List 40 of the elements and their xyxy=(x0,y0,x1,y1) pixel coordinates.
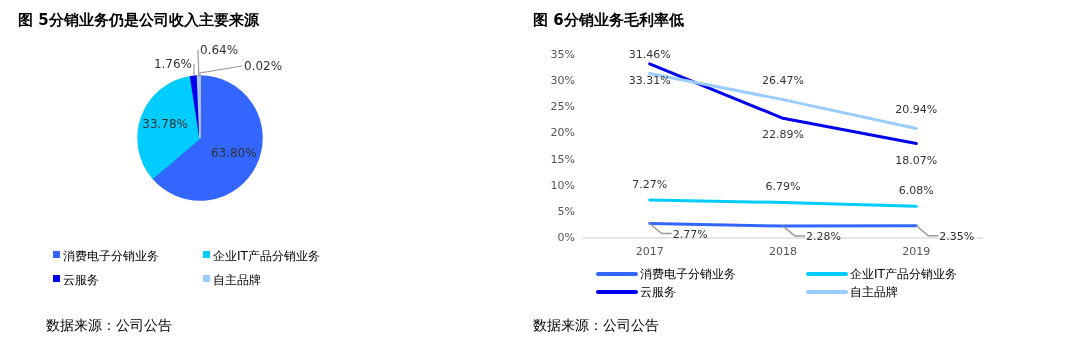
legend-label: 云服务 xyxy=(63,272,99,287)
data-label: 26.47% xyxy=(762,73,804,87)
y-tick-label: 15% xyxy=(550,152,575,166)
data-label: 18.07% xyxy=(895,153,938,167)
y-tick-label: 20% xyxy=(550,126,575,140)
data-label: 1.76% xyxy=(153,57,192,71)
legend-label: 云服务 xyxy=(640,284,676,299)
data-label: 33.78% xyxy=(142,117,189,132)
chart-title: 图 6分销业务毛利率低 xyxy=(533,11,684,29)
y-tick-label: 5% xyxy=(557,204,575,218)
x-tick-label: 2019 xyxy=(902,245,931,258)
data-label: 6.79% xyxy=(765,180,801,194)
data-label: 2.35% xyxy=(939,229,975,243)
y-tick-label: 25% xyxy=(550,100,575,114)
legend-label: 消费电子分销业务 xyxy=(63,248,159,263)
data-label: 31.46% xyxy=(628,47,671,61)
y-tick-label: 0% xyxy=(557,231,575,244)
y-tick-label: 10% xyxy=(550,178,575,192)
y-tick-label: 30% xyxy=(550,74,575,88)
source-note: 数据来源：公司公告 xyxy=(533,317,659,333)
data-label: 0.64% xyxy=(200,43,239,57)
data-label: 2.77% xyxy=(672,227,708,241)
legend-label: 企业IT产品分销业务 xyxy=(850,266,957,281)
x-tick-label: 2017 xyxy=(635,245,664,258)
y-tick-label: 35% xyxy=(550,48,575,61)
data-label: 0.02% xyxy=(244,59,283,73)
data-label: 33.31% xyxy=(628,73,671,87)
data-label: 7.27% xyxy=(632,177,668,191)
x-tick-label: 2018 xyxy=(769,245,797,258)
legend-label: 自主品牌 xyxy=(213,272,261,287)
chart-title: 图 5分销业务仍是公司收入主要来源 xyxy=(18,11,260,29)
data-label: 2.28% xyxy=(806,230,841,244)
data-label: 20.94% xyxy=(895,102,938,116)
legend-label: 自主品牌 xyxy=(850,284,898,299)
legend-label: 消费电子分销业务 xyxy=(640,266,736,281)
source-note: 数据来源：公司公告 xyxy=(46,317,172,333)
legend-label: 企业IT产品分销业务 xyxy=(213,248,320,263)
data-label: 63.80% xyxy=(210,146,257,161)
data-label: 6.08% xyxy=(898,184,934,198)
data-label: 22.89% xyxy=(762,128,804,142)
